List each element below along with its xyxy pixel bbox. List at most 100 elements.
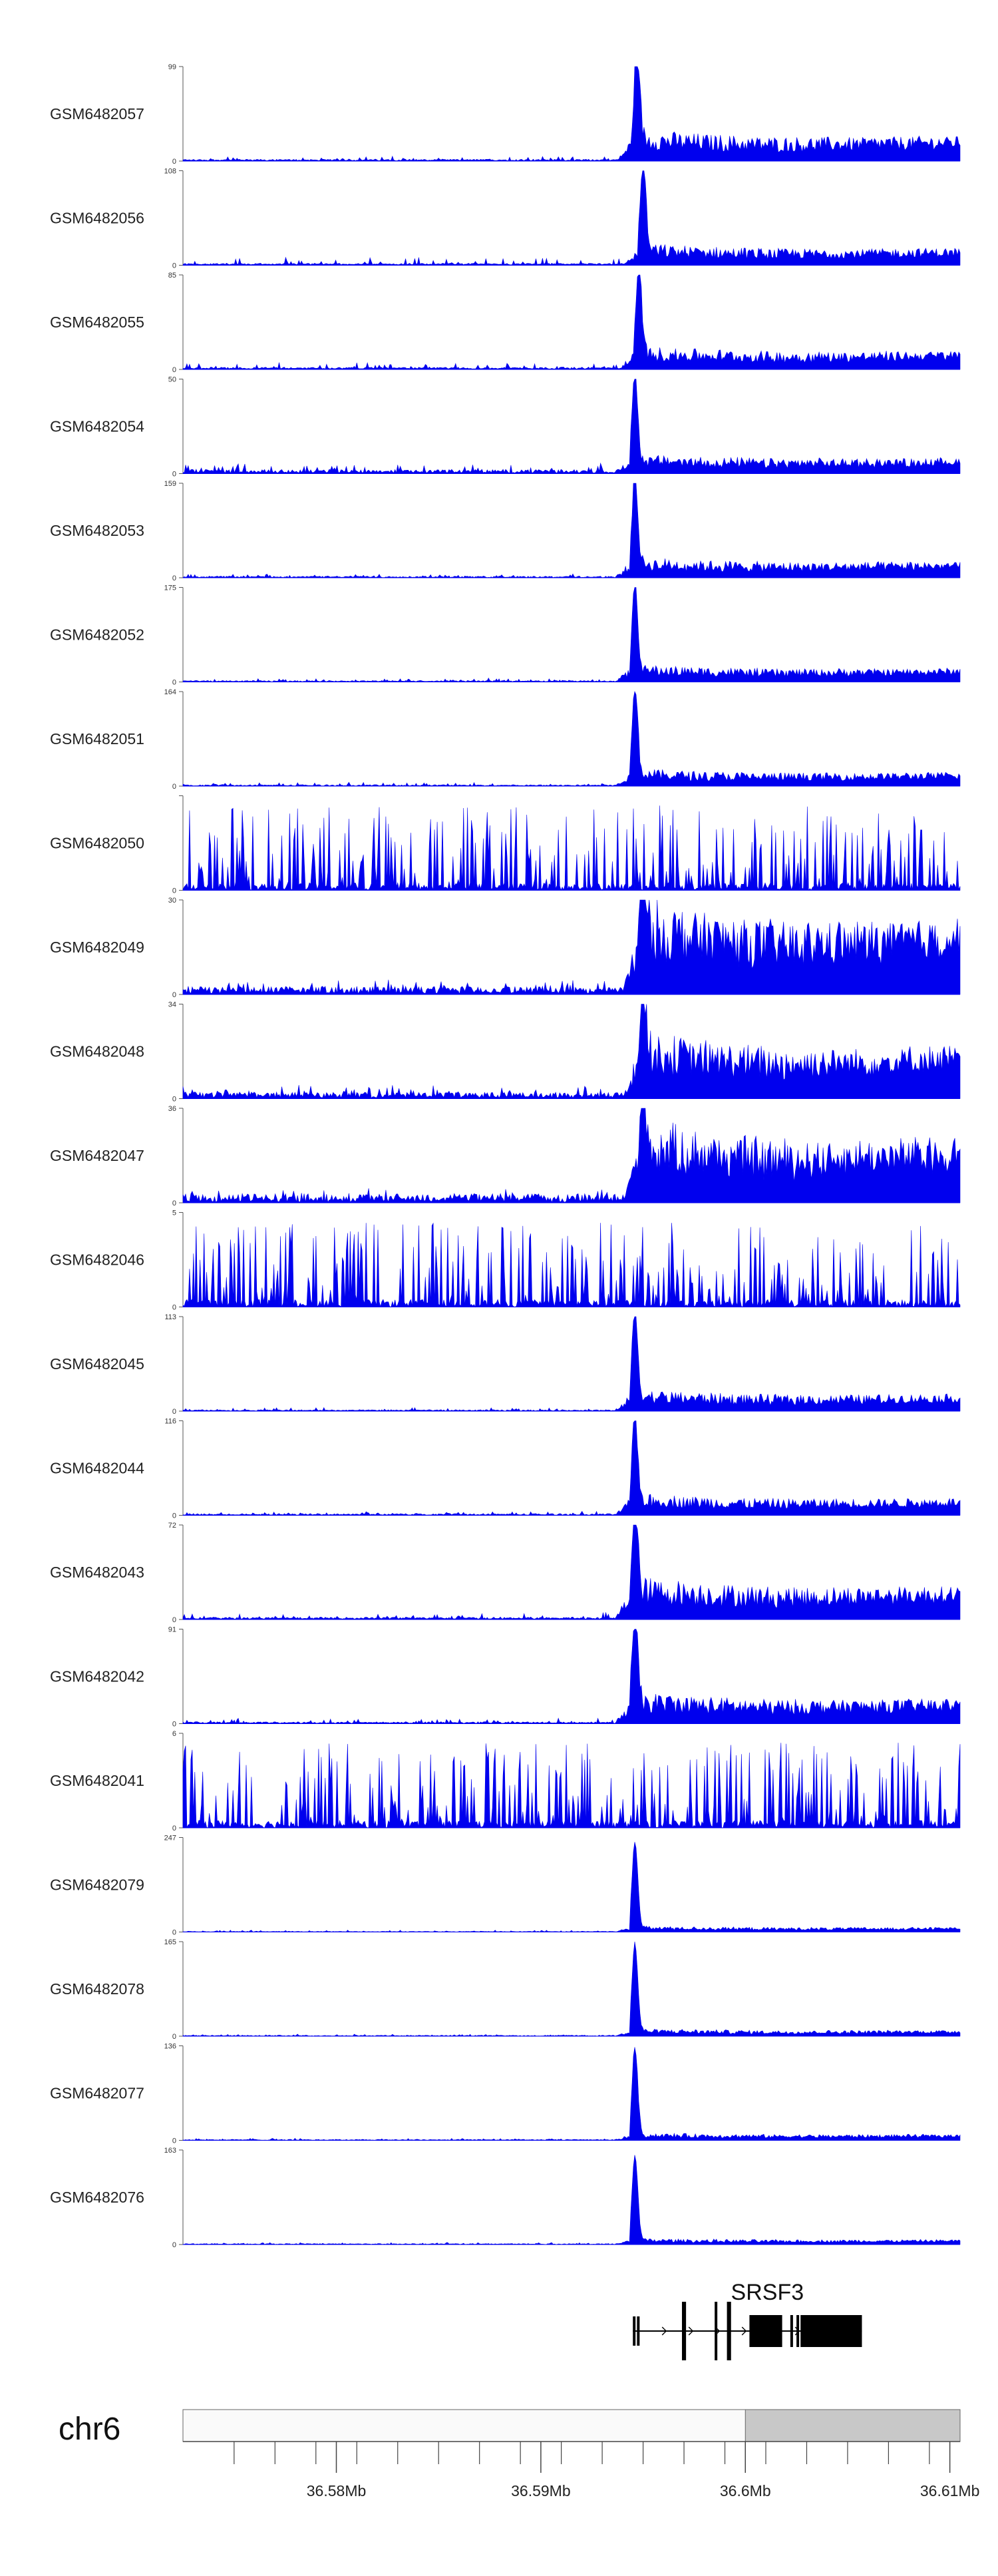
- axis-tick-label: 36.6Mb: [720, 2482, 771, 2499]
- track-label: GSM6482046: [50, 1251, 144, 1269]
- coverage-area: [182, 1420, 961, 1516]
- track-GSM6482050: GSM6482050 0: [50, 795, 961, 895]
- track-y-min-label: 0: [172, 1304, 176, 1312]
- coverage-area: [182, 483, 961, 578]
- coverage-area: [182, 1941, 961, 2037]
- track-y-min-label: 0: [172, 1929, 176, 1937]
- coverage-area: [182, 587, 961, 682]
- track-GSM6482079: GSM6482079 247 0: [50, 1834, 961, 1937]
- axis-tick-label: 36.58Mb: [307, 2482, 367, 2499]
- gene-exon: [637, 2316, 640, 2346]
- gene-exon: [790, 2315, 793, 2347]
- track-GSM6482049: GSM6482049 30 0: [50, 897, 961, 999]
- track-y-max-label: 5: [172, 1209, 176, 1217]
- track-y-min-label: 0: [172, 471, 176, 479]
- track-label: GSM6482056: [50, 210, 144, 227]
- track-GSM6482046: GSM6482046 5 0: [50, 1209, 961, 1312]
- track-GSM6482043: GSM6482043 72 0: [50, 1522, 961, 1624]
- track-y-min-label: 0: [172, 2137, 176, 2145]
- track-label: GSM6482054: [50, 418, 144, 435]
- chromosome-label: chr6: [59, 2412, 120, 2447]
- track-y-min-label: 0: [172, 366, 176, 374]
- coverage-area: [182, 805, 961, 891]
- track-label: GSM6482079: [50, 1876, 144, 1894]
- coverage-area: [182, 1743, 961, 1828]
- gene-exon: [796, 2315, 800, 2347]
- track-y-min-label: 0: [172, 1721, 176, 1729]
- coverage-area: [182, 1108, 961, 1203]
- track-GSM6482045: GSM6482045 113 0: [50, 1313, 961, 1416]
- track-label: GSM6482077: [50, 2085, 144, 2102]
- track-GSM6482057: GSM6482057 99 0: [50, 63, 961, 166]
- track-y-min-label: 0: [172, 1408, 176, 1416]
- gene-model-track: SRSF3: [633, 2280, 862, 2360]
- track-GSM6482054: GSM6482054 50 0: [50, 376, 961, 479]
- coverage-area: [182, 1222, 961, 1308]
- track-y-min-label: 0: [172, 1825, 176, 1832]
- track-y-max-label: 85: [168, 272, 176, 280]
- track-y-min-label: 0: [172, 679, 176, 687]
- track-y-max-label: 34: [168, 1001, 176, 1009]
- track-y-max-label: 163: [164, 2147, 176, 2155]
- track-y-min-label: 0: [172, 2241, 176, 2249]
- track-y-min-label: 0: [172, 574, 176, 582]
- genome-axis: chr6 36.58Mb 36.59Mb 36.6Mb 36.61Mb: [59, 2409, 980, 2499]
- axis-tick-label: 36.61Mb: [920, 2482, 980, 2499]
- coverage-area: [182, 1004, 961, 1099]
- track-y-max-label: 164: [164, 688, 176, 696]
- track-GSM6482048: GSM6482048 34 0: [50, 1001, 961, 1104]
- track-GSM6482041: GSM6482041 6 0: [50, 1730, 961, 1832]
- coverage-area: [182, 2155, 961, 2245]
- coverage-area: [182, 1842, 961, 1932]
- coverage-area: [182, 170, 961, 266]
- coverage-area: [182, 274, 961, 370]
- track-label: GSM6482043: [50, 1564, 144, 1581]
- coverage-area: [182, 1629, 961, 1724]
- track-y-max-label: 136: [164, 2043, 176, 2051]
- axis-tick-label: 36.59Mb: [511, 2482, 571, 2499]
- strand-arrow-icon: [741, 2326, 747, 2336]
- track-y-min-label: 0: [172, 2033, 176, 2041]
- track-GSM6482078: GSM6482078 165 0: [50, 1938, 961, 2041]
- gene-exon: [727, 2302, 731, 2360]
- track-GSM6482042: GSM6482042 91 0: [50, 1626, 961, 1729]
- track-GSM6482047: GSM6482047 36 0: [50, 1105, 961, 1207]
- coverage-area: [182, 66, 961, 162]
- track-y-max-label: 108: [164, 168, 176, 176]
- track-y-max-label: 247: [164, 1834, 176, 1842]
- track-y-max-label: 165: [164, 1938, 176, 1946]
- track-GSM6482052: GSM6482052 175 0: [50, 584, 961, 687]
- track-y-min-label: 0: [172, 262, 176, 270]
- coverage-area: [182, 379, 961, 474]
- track-y-max-label: 175: [164, 584, 176, 592]
- track-label: GSM6482053: [50, 522, 144, 539]
- track-y-min-label: 0: [172, 1512, 176, 1520]
- track-y-min-label: 0: [172, 887, 176, 895]
- track-GSM6482053: GSM6482053 159 0: [50, 480, 961, 582]
- track-y-min-label: 0: [172, 783, 176, 791]
- track-label: GSM6482057: [50, 105, 144, 122]
- track-GSM6482077: GSM6482077 136 0: [50, 2043, 961, 2145]
- track-y-max-label: 36: [168, 1105, 176, 1113]
- track-label: GSM6482047: [50, 1147, 144, 1164]
- gene-exon: [749, 2315, 782, 2347]
- track-y-min-label: 0: [172, 158, 176, 166]
- gene-exon: [715, 2302, 718, 2360]
- track-GSM6482055: GSM6482055 85 0: [50, 272, 961, 374]
- track-y-min-label: 0: [172, 1616, 176, 1624]
- coverage-area: [182, 899, 961, 995]
- track-label: GSM6482042: [50, 1668, 144, 1685]
- track-y-max-label: 99: [168, 63, 176, 71]
- track-y-min-label: 0: [172, 991, 176, 999]
- track-label: GSM6482052: [50, 626, 144, 644]
- track-y-max-label: 72: [168, 1522, 176, 1530]
- track-GSM6482076: GSM6482076 163 0: [50, 2147, 961, 2249]
- track-label: GSM6482078: [50, 1980, 144, 1998]
- gene-exon: [800, 2315, 862, 2347]
- gene-exon: [681, 2302, 687, 2360]
- track-y-max-label: 91: [168, 1626, 176, 1634]
- track-label: GSM6482050: [50, 835, 144, 852]
- track-label: GSM6482048: [50, 1043, 144, 1060]
- track-label: GSM6482044: [50, 1460, 144, 1477]
